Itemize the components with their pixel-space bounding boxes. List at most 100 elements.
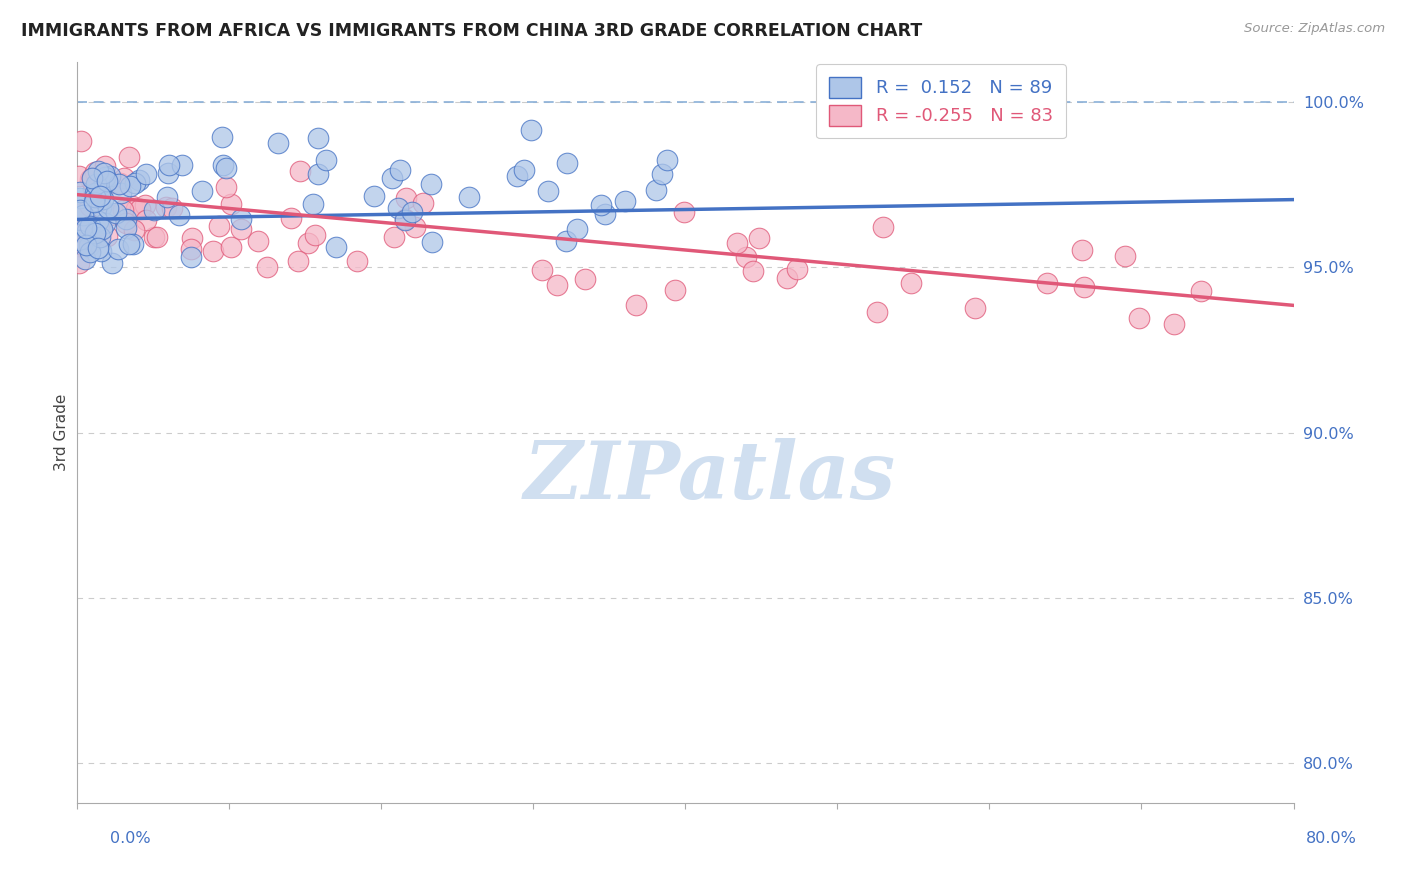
Point (247, 234, 270, 248)
Point (520, 123, 543, 137)
Point (86, 187, 108, 202)
Point (94, 169, 117, 184)
Point (86, 178, 108, 192)
Point (93, 166, 115, 180)
Point (645, 183, 668, 197)
Point (180, 250, 202, 264)
Point (80, 170, 103, 185)
Point (83, 195, 105, 210)
Point (212, 158, 235, 172)
Point (83, 227, 105, 242)
Point (120, 179, 142, 194)
Point (76, 224, 98, 238)
Point (384, 230, 406, 244)
Point (72, 208, 94, 222)
Point (734, 250, 756, 264)
Point (557, 155, 579, 169)
Point (79, 219, 101, 234)
Point (786, 262, 808, 277)
Point (965, 301, 987, 315)
Point (1070, 243, 1092, 257)
Point (108, 176, 131, 190)
Point (94, 159, 117, 173)
Point (143, 202, 166, 217)
Point (67, 224, 90, 238)
Point (90, 201, 112, 215)
Point (69, 236, 91, 251)
Point (87, 164, 110, 178)
Text: IMMIGRANTS FROM AFRICA VS IMMIGRANTS FROM CHINA 3RD GRADE CORRELATION CHART: IMMIGRANTS FROM AFRICA VS IMMIGRANTS FRO… (21, 22, 922, 40)
Point (387, 201, 409, 215)
Point (554, 234, 576, 248)
Point (67, 233, 90, 247)
Point (83, 186, 105, 201)
Point (84, 164, 107, 178)
Point (157, 158, 180, 172)
Point (315, 153, 337, 168)
Point (304, 227, 326, 242)
Point (115, 212, 138, 227)
Point (122, 223, 145, 237)
Point (170, 158, 193, 172)
Point (395, 191, 418, 205)
Point (135, 213, 157, 227)
Point (388, 162, 411, 177)
Point (651, 167, 673, 181)
Point (401, 205, 423, 219)
Point (67, 256, 90, 270)
Point (69, 185, 91, 199)
Point (98, 208, 121, 222)
Point (89, 189, 111, 203)
Point (219, 240, 242, 254)
Point (121, 199, 143, 213)
Point (673, 204, 696, 219)
Point (84, 189, 107, 203)
Point (94, 178, 117, 193)
Point (93, 176, 115, 190)
Point (79, 225, 101, 239)
Point (307, 131, 329, 145)
Point (574, 272, 596, 286)
Point (1036, 276, 1059, 290)
Point (290, 163, 312, 178)
Point (1114, 250, 1136, 264)
Point (256, 260, 278, 274)
Point (394, 213, 416, 227)
Point (77, 238, 100, 252)
Point (129, 202, 152, 216)
Point (110, 186, 132, 200)
Point (107, 242, 129, 256)
Point (86, 194, 108, 209)
Point (412, 195, 434, 210)
Point (155, 200, 177, 214)
Point (202, 244, 225, 259)
Point (80, 232, 103, 246)
Point (128, 173, 150, 187)
Point (287, 253, 309, 268)
Point (82, 171, 104, 186)
Text: Source: ZipAtlas.com: Source: ZipAtlas.com (1244, 22, 1385, 36)
Point (267, 136, 290, 151)
Point (75, 238, 97, 252)
Point (1128, 310, 1150, 325)
Point (89, 184, 111, 198)
Point (86, 241, 108, 255)
Point (79, 198, 101, 212)
Point (866, 305, 889, 319)
Point (69, 207, 91, 221)
Point (191, 185, 214, 199)
Point (160, 201, 183, 215)
Point (725, 236, 748, 251)
Point (302, 197, 325, 211)
Point (156, 190, 179, 204)
Point (1191, 284, 1213, 298)
Point (231, 222, 253, 236)
Point (77, 236, 100, 251)
Point (394, 212, 416, 227)
Point (420, 235, 443, 249)
Point (82, 182, 104, 196)
Point (79, 172, 101, 186)
Point (91, 222, 114, 236)
Point (94, 216, 117, 230)
Point (67, 223, 90, 237)
